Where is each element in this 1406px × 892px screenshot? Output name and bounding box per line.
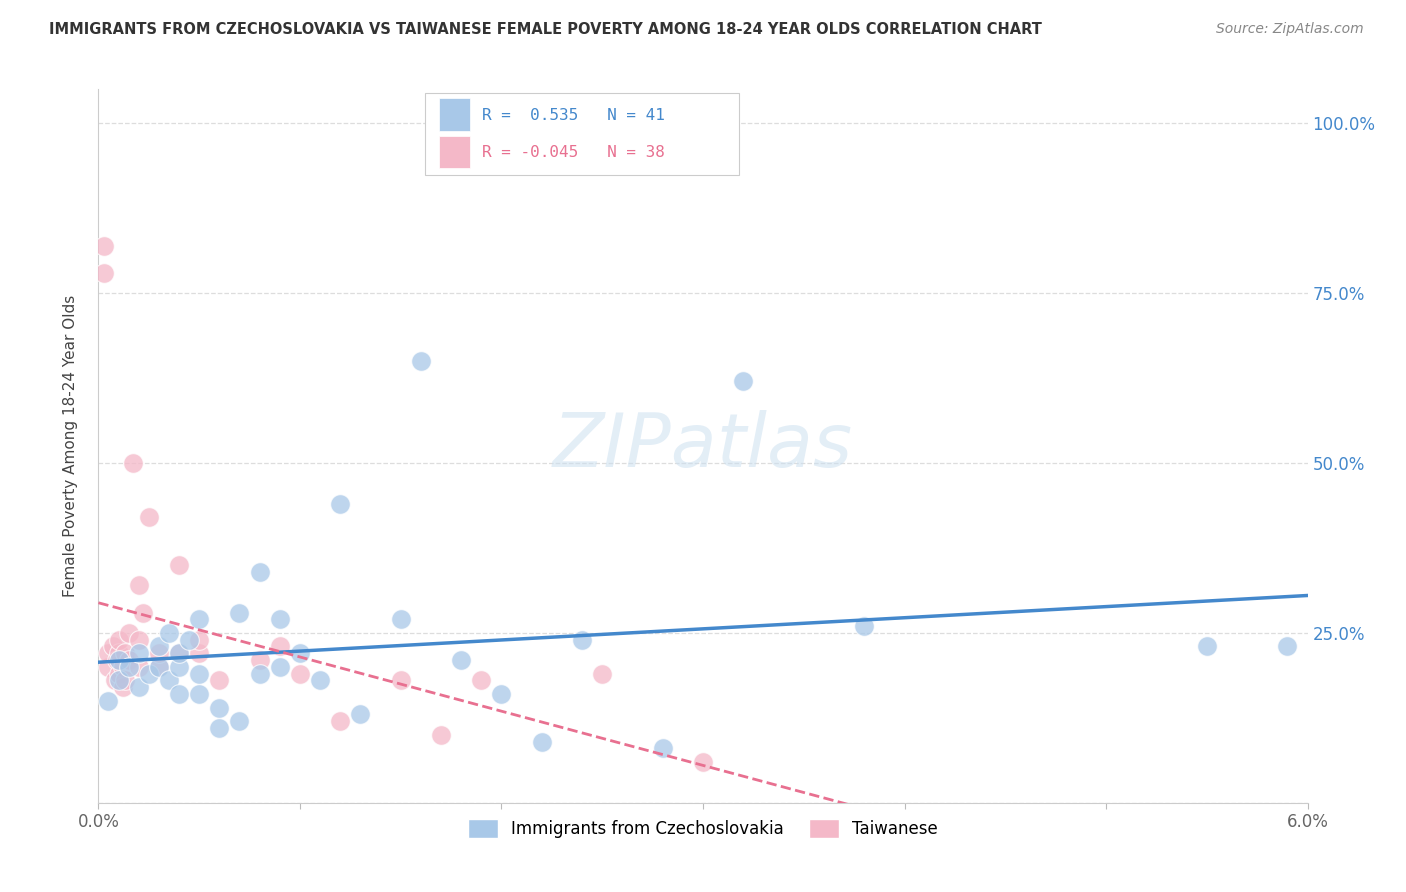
Point: [167, 646, 190, 660]
Point: [269, 640, 291, 654]
Point: [389, 612, 412, 626]
Point: [450, 653, 472, 667]
Point: [591, 666, 613, 681]
Point: [188, 612, 211, 626]
Point: [571, 632, 593, 647]
Point: [188, 687, 211, 701]
Point: [430, 728, 453, 742]
Text: R =  0.535   N = 41: R = 0.535 N = 41: [482, 108, 665, 123]
Point: [97, 694, 120, 708]
Point: [93, 266, 115, 280]
Point: [148, 646, 170, 660]
Point: [208, 673, 231, 688]
Point: [107, 653, 129, 667]
Point: [107, 666, 129, 681]
Point: [148, 660, 170, 674]
FancyBboxPatch shape: [440, 136, 470, 168]
Point: [128, 578, 150, 592]
Point: [1277, 640, 1299, 654]
Y-axis label: Female Poverty Among 18-24 Year Olds: Female Poverty Among 18-24 Year Olds: [63, 295, 77, 597]
Point: [148, 660, 170, 674]
Point: [111, 680, 134, 694]
Point: [470, 673, 492, 688]
Point: [530, 734, 553, 748]
Text: Source: ZipAtlas.com: Source: ZipAtlas.com: [1216, 22, 1364, 37]
Point: [349, 707, 371, 722]
FancyBboxPatch shape: [425, 93, 740, 175]
Point: [101, 640, 124, 654]
Point: [111, 660, 134, 674]
Point: [309, 673, 332, 688]
Point: [167, 646, 190, 660]
Point: [491, 687, 513, 701]
Point: [97, 660, 120, 674]
Point: [692, 755, 714, 769]
Point: [269, 660, 291, 674]
Point: [288, 646, 311, 660]
Point: [167, 687, 190, 701]
Text: IMMIGRANTS FROM CZECHOSLOVAKIA VS TAIWANESE FEMALE POVERTY AMONG 18-24 YEAR OLDS: IMMIGRANTS FROM CZECHOSLOVAKIA VS TAIWAN…: [49, 22, 1042, 37]
Point: [1195, 640, 1218, 654]
Point: [853, 619, 876, 633]
Point: [118, 660, 141, 674]
Legend: Immigrants from Czechoslovakia, Taiwanese: Immigrants from Czechoslovakia, Taiwanes…: [461, 812, 945, 845]
Point: [329, 497, 352, 511]
Point: [121, 456, 143, 470]
Point: [107, 673, 129, 688]
Point: [157, 626, 180, 640]
Point: [148, 640, 170, 654]
Point: [409, 354, 432, 368]
Point: [107, 646, 129, 660]
Text: ZIPatlas: ZIPatlas: [553, 410, 853, 482]
Point: [118, 653, 141, 667]
Point: [118, 626, 141, 640]
Point: [114, 646, 136, 660]
Point: [97, 646, 120, 660]
Point: [389, 673, 412, 688]
Point: [105, 653, 128, 667]
Point: [93, 238, 115, 252]
Point: [733, 375, 755, 389]
Point: [188, 646, 211, 660]
Text: R = -0.045   N = 38: R = -0.045 N = 38: [482, 145, 665, 161]
Point: [157, 673, 180, 688]
Point: [188, 632, 211, 647]
Point: [228, 606, 250, 620]
Point: [128, 646, 150, 660]
Point: [132, 606, 155, 620]
Point: [208, 700, 231, 714]
Point: [138, 666, 160, 681]
Point: [228, 714, 250, 729]
Point: [167, 558, 190, 572]
Point: [249, 666, 271, 681]
Point: [651, 741, 673, 756]
Point: [128, 680, 150, 694]
Point: [107, 632, 129, 647]
FancyBboxPatch shape: [440, 98, 470, 130]
Point: [249, 565, 271, 579]
Point: [167, 660, 190, 674]
Point: [329, 714, 352, 729]
Point: [249, 653, 271, 667]
Point: [269, 612, 291, 626]
Point: [288, 666, 311, 681]
Point: [128, 660, 150, 674]
Point: [128, 632, 150, 647]
Point: [114, 673, 136, 688]
Point: [103, 673, 125, 688]
Point: [208, 721, 231, 735]
Point: [188, 666, 211, 681]
Point: [179, 632, 201, 647]
Point: [138, 510, 160, 524]
